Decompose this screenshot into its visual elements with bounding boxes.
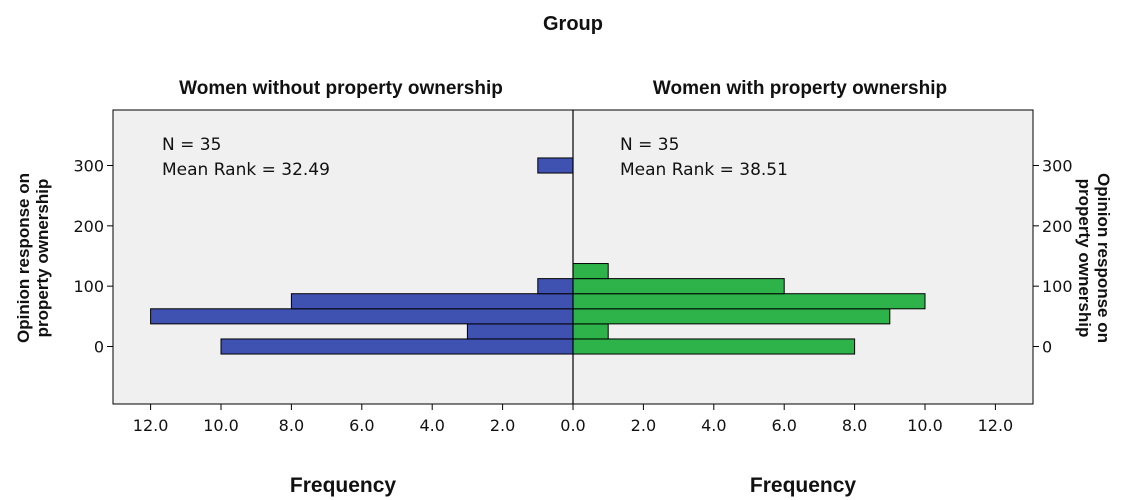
- x-tick-label-3: 6.0: [349, 416, 374, 435]
- right-y-axis-label: Opinion response on property ownership: [1075, 173, 1113, 343]
- right-bar-100: [572, 278, 785, 295]
- left-n-label: N = 35: [162, 135, 221, 155]
- right-y-axis-label-line-2: property ownership: [1075, 179, 1094, 338]
- right-bar-75: [572, 293, 926, 310]
- x-tick-label-2: 8.0: [279, 416, 304, 435]
- right-bar-0: [572, 338, 856, 355]
- x-tick-label-8: 4.0: [701, 416, 726, 435]
- x-tick-label-10: 8.0: [842, 416, 867, 435]
- left-y-axis-label-line-1: Opinion response on: [14, 173, 33, 343]
- left-y-axis: 0 100 200 300: [73, 157, 113, 357]
- x-tick-label-9: 6.0: [771, 416, 796, 435]
- right-y-tick-label-200: 200: [1042, 217, 1073, 236]
- x-tick-label-11: 10.0: [907, 416, 943, 435]
- x-tick-label-7: 2.0: [631, 416, 656, 435]
- chart-title: Group: [543, 13, 603, 35]
- left-panel-title: Women without property ownership: [179, 78, 503, 99]
- x-tick-label-6: 0.0: [560, 416, 585, 435]
- left-mean-rank-label: Mean Rank = 32.49: [162, 160, 330, 180]
- x-tick-label-5: 2.0: [490, 416, 515, 435]
- x-tick-label-4: 4.0: [419, 416, 444, 435]
- right-panel-title: Women with property ownership: [653, 78, 947, 99]
- left-y-tick-label-300: 300: [73, 157, 104, 176]
- right-y-axis-label-line-1: Opinion response on: [1094, 173, 1113, 343]
- left-bar-75: [290, 293, 574, 310]
- right-y-tick-label-0: 0: [1042, 338, 1052, 357]
- left-y-axis-label: Opinion response on property ownership: [14, 173, 52, 343]
- x-tick-label-1: 10.0: [203, 416, 239, 435]
- left-y-axis-label-line-2: property ownership: [33, 179, 52, 338]
- right-bar-25: [572, 323, 609, 340]
- right-x-axis-label: Frequency: [750, 474, 857, 497]
- left-y-tick-label-200: 200: [73, 217, 104, 236]
- right-y-axis: 0 100 200 300: [1033, 157, 1073, 357]
- left-bar-50: [150, 308, 574, 325]
- right-n-label: N = 35: [620, 135, 679, 155]
- left-bar-0: [220, 338, 574, 355]
- left-bar-100: [537, 278, 574, 295]
- x-tick-label-0: 12.0: [133, 416, 169, 435]
- x-tick-label-12: 12.0: [978, 416, 1014, 435]
- left-x-axis-label: Frequency: [290, 474, 397, 497]
- right-y-tick-label-300: 300: [1042, 157, 1073, 176]
- right-bar-50: [572, 308, 891, 325]
- x-axis: 12.0 10.0 8.0 6.0 4.0 2.0 0.0 2.0 4.0 6.0 8.0 10.0 1…: [133, 404, 1013, 435]
- left-y-tick-label-100: 100: [73, 277, 104, 296]
- left-y-tick-label-0: 0: [94, 338, 104, 357]
- right-mean-rank-label: Mean Rank = 38.51: [620, 160, 788, 180]
- left-bar-300: [537, 157, 574, 174]
- right-y-tick-label-100: 100: [1042, 277, 1073, 296]
- left-bar-25: [466, 323, 574, 340]
- right-bar-125: [572, 263, 609, 280]
